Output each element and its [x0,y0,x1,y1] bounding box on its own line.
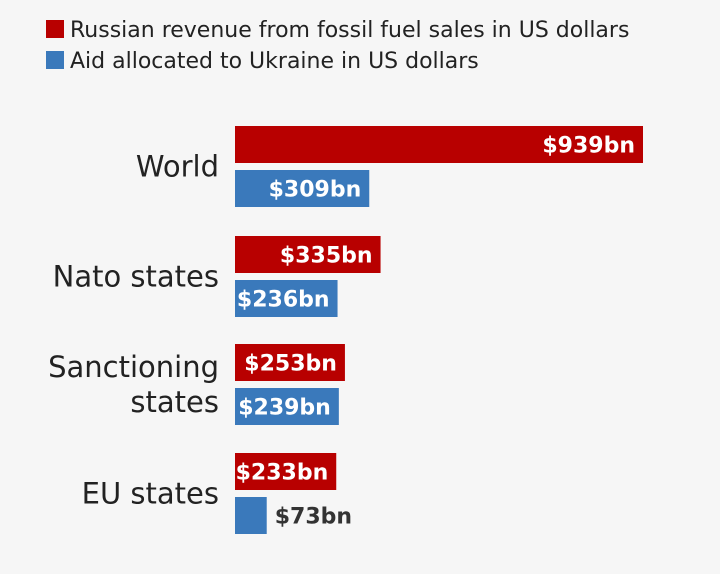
data-label-s1-c4: $233bn [236,461,329,486]
category-label-line: World [136,150,219,184]
category-label-2: Nato states [53,260,219,294]
bar-s2-c2 [235,280,338,317]
category-label-line: states [130,385,219,419]
bar-s1-c2 [235,236,381,273]
data-label-s2-c1: $309bn [269,178,362,203]
legend-label-2: Aid allocated to Ukraine in US dollars [70,49,479,74]
data-label-s2-c2: $236bn [237,288,330,313]
data-label-s2-c4: $73bn [275,505,352,530]
bar-s2-c1 [235,170,370,207]
legend-swatch-1 [46,20,64,38]
legend-swatch-2 [46,51,64,69]
category-label-line: Sanctioning [48,350,219,384]
category-label-4: EU states [82,477,219,511]
bar-s1-c3 [235,344,345,381]
data-label-s1-c1: $939bn [542,134,635,159]
data-label-s1-c3: $253bn [244,352,337,377]
category-label-3: Sanctioning states [48,350,219,419]
category-label-line: EU states [82,477,219,511]
data-label-s2-c3: $239bn [238,396,331,421]
legend-label-1: Russian revenue from fossil fuel sales i… [70,18,629,43]
category-label-line: Nato states [53,260,219,294]
bar-s2-c3 [235,388,339,425]
category-label-1: World [136,150,219,184]
bar-s2-c4 [235,497,267,534]
bar-s1-c1 [235,126,643,163]
bar-s1-c4 [235,453,337,490]
data-label-s1-c2: $335bn [280,244,373,269]
